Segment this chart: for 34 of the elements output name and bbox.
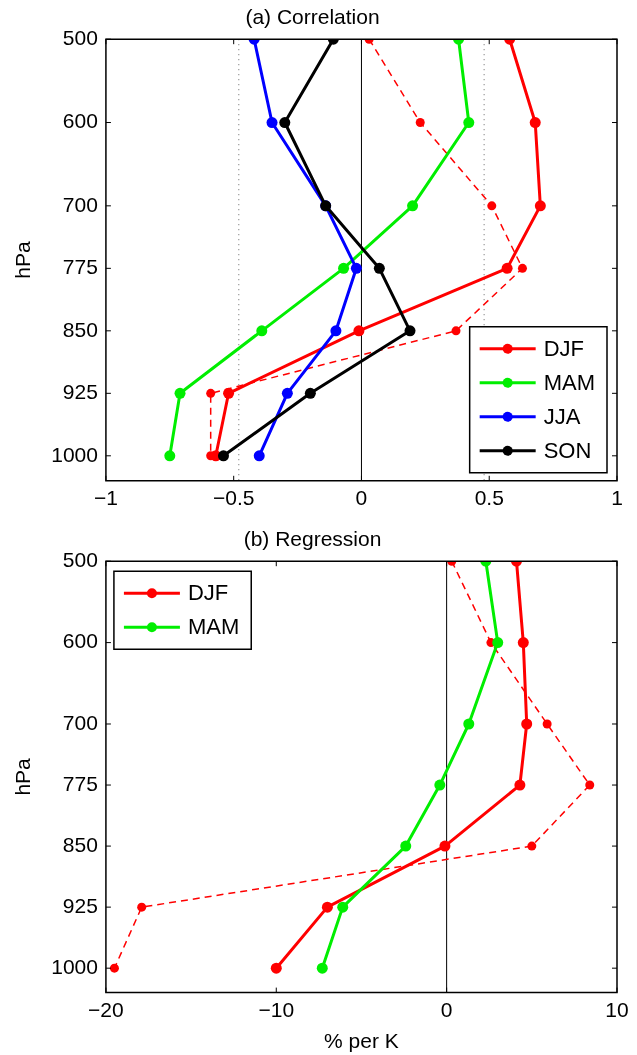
legend-label: DJF (543, 335, 584, 361)
y-tick-label: 1000 (51, 442, 98, 466)
chart-title: (b) Regression (243, 527, 382, 551)
y-tick-label: 775 (62, 771, 98, 795)
legend-label: JJA (543, 403, 581, 429)
y-axis-title: hPa (11, 757, 35, 796)
x-tick-label: −10 (258, 998, 295, 1021)
y-tick-label: 925 (62, 893, 98, 917)
x-tick-label: 0 (355, 486, 368, 510)
y-tick-label: 600 (62, 109, 98, 133)
y-tick-label: 775 (62, 255, 98, 279)
y-tick-label: 700 (62, 710, 98, 734)
x-tick-label: −20 (88, 998, 124, 1021)
y-tick-label: 500 (62, 548, 98, 571)
y-tick-label: 1000 (51, 954, 98, 978)
legend-label: MAM (187, 614, 240, 640)
chart-title: (a) Correlation (245, 5, 380, 29)
legend-label: SON (543, 437, 592, 463)
x-tick-label: 10 (605, 998, 629, 1021)
y-tick-label: 850 (62, 832, 98, 856)
x-tick-label: 0 (440, 998, 453, 1021)
y-tick-label: 500 (62, 26, 98, 49)
x-tick-label: 1 (611, 486, 623, 510)
y-tick-label: 600 (62, 629, 98, 653)
y-axis-title: hPa (11, 241, 35, 279)
x-tick-label: 0.5 (474, 486, 504, 510)
x-tick-label: −1 (93, 486, 118, 510)
y-tick-label: 700 (62, 192, 98, 216)
y-tick-label: 850 (62, 317, 98, 341)
x-tick-label: −0.5 (212, 486, 255, 510)
y-tick-label: 925 (62, 380, 98, 404)
legend-label: MAM (543, 369, 595, 395)
legend-label: DJF (187, 580, 229, 606)
x-axis-title: % per K (324, 1029, 399, 1053)
